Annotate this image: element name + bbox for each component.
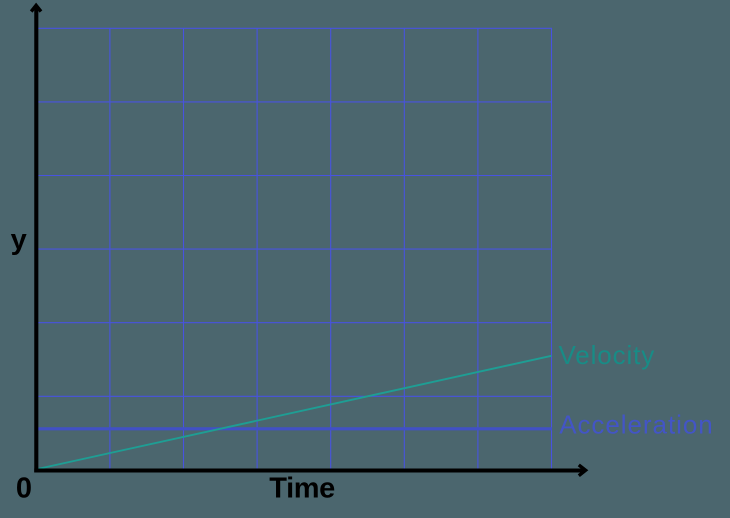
svg-text:0: 0 <box>16 472 32 504</box>
svg-text:Acceleration: Acceleration <box>559 409 713 439</box>
svg-text:Velocity: Velocity <box>559 340 656 370</box>
svg-text:Time: Time <box>269 473 335 505</box>
svg-text:y: y <box>11 224 27 256</box>
